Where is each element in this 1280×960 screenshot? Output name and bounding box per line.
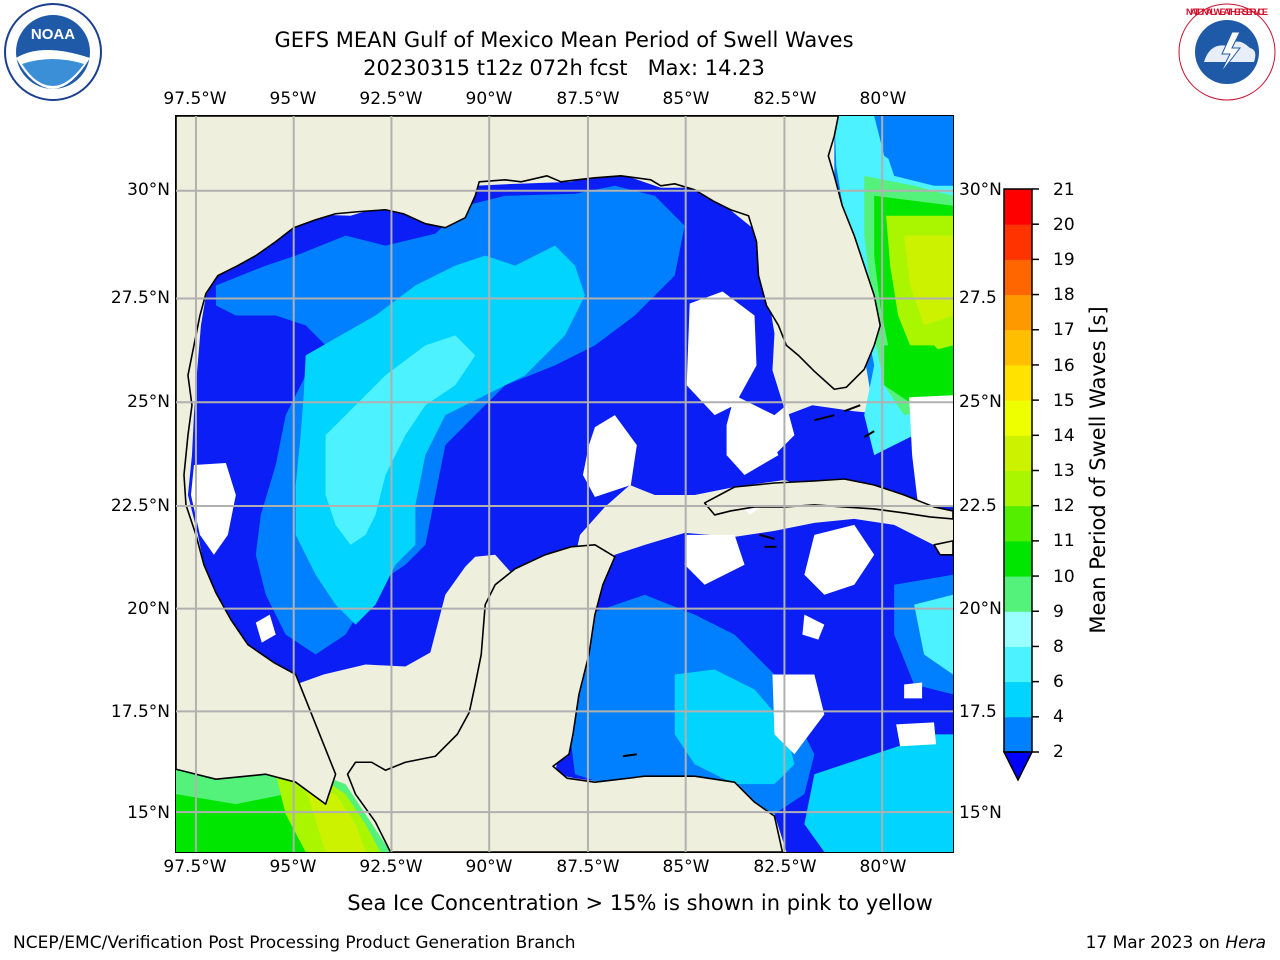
lon-tick-top: 80°W <box>859 89 907 109</box>
plot-title: GEFS MEAN Gulf of Mexico Mean Period of … <box>274 28 854 52</box>
colorbar-swatch <box>1004 189 1032 225</box>
noaa-logo-text: NOAA <box>31 26 75 43</box>
colorbar-tick: 21 <box>1053 180 1075 200</box>
lon-tick-top: 85°W <box>662 89 710 109</box>
lat-tick-right: 27.5 <box>959 288 997 308</box>
lat-tick-left: 30°N <box>127 180 170 200</box>
lon-tick-bottom: 80°W <box>859 857 907 877</box>
lon-tick-bottom: 90°W <box>465 857 513 877</box>
colorbar-tick: 10 <box>1053 567 1075 587</box>
lat-tick-left: 17.5°N <box>110 702 170 722</box>
lat-tick-right: 30°N <box>959 180 1002 200</box>
footer-machine: Hera <box>1225 933 1266 953</box>
colorbar <box>1003 188 1039 782</box>
colorbar-tick: 13 <box>1053 461 1075 481</box>
colorbar-swatch <box>1004 576 1032 612</box>
gridlines <box>176 116 953 852</box>
lat-tick-left: 25°N <box>127 392 170 412</box>
colorbar-tick: 17 <box>1053 320 1075 340</box>
lon-tick-top: 90°W <box>465 89 513 109</box>
colorbar-tick: 11 <box>1053 531 1075 551</box>
lon-tick-bottom: 97.5°W <box>163 857 227 877</box>
nws-logo-text: NATIONAL WEATHER SERVICE <box>1186 7 1268 17</box>
colorbar-swatch <box>1004 470 1032 507</box>
lat-tick-right: 20°N <box>959 599 1002 619</box>
colorbar-swatch <box>1004 505 1032 542</box>
colorbar-label: Mean Period of Swell Waves [s] <box>1086 306 1110 634</box>
colorbar-extend-arrow <box>1003 751 1034 782</box>
lon-tick-top: 97.5°W <box>163 89 227 109</box>
colorbar-tick: 14 <box>1053 426 1075 446</box>
lat-tick-right: 15°N <box>959 803 1002 823</box>
colorbar-tick: 12 <box>1053 496 1075 516</box>
colorbar-swatch <box>1004 540 1032 577</box>
plot-subtitle: 20230315 t12z 072h fcst Max: 14.23 <box>363 56 765 80</box>
lat-tick-left: 22.5°N <box>110 496 170 516</box>
colorbar-tick: 18 <box>1053 285 1075 305</box>
lat-tick-right: 25°N <box>959 392 1002 412</box>
lon-tick-top: 82.5°W <box>753 89 817 109</box>
footer-date: 17 Mar 2023 on Hera <box>1086 933 1266 953</box>
noaa-logo: NOAA <box>4 3 102 101</box>
lon-tick-bottom: 82.5°W <box>753 857 817 877</box>
colorbar-tick: 9 <box>1053 602 1064 622</box>
colorbar-tick: 2 <box>1053 742 1064 762</box>
colorbar-tick: 6 <box>1053 672 1064 692</box>
colorbar-swatch <box>1004 259 1032 296</box>
colorbar-swatch <box>1004 224 1032 260</box>
nws-logo: NATIONAL WEATHER SERVICE <box>1178 3 1276 101</box>
colorbar-swatch <box>1004 611 1032 647</box>
colorbar-tick: 16 <box>1053 356 1075 376</box>
lon-tick-bottom: 87.5°W <box>556 857 620 877</box>
colorbar-swatch <box>1004 681 1032 718</box>
colorbar-swatch <box>1004 294 1032 331</box>
lat-tick-left: 20°N <box>127 599 170 619</box>
colorbar-swatch <box>1004 364 1032 401</box>
lon-tick-bottom: 95°W <box>269 857 317 877</box>
lat-tick-left: 15°N <box>127 803 170 823</box>
colorbar-tick: 8 <box>1053 637 1064 657</box>
lon-tick-bottom: 92.5°W <box>359 857 423 877</box>
lat-tick-left: 27.5°N <box>110 288 170 308</box>
land-masses <box>176 116 953 852</box>
islands <box>622 404 875 758</box>
footer-credit: NCEP/EMC/Verification Post Processing Pr… <box>13 933 576 953</box>
sea-ice-note: Sea Ice Concentration > 15% is shown in … <box>347 891 933 915</box>
lon-tick-top: 95°W <box>269 89 317 109</box>
footer-date-text: 17 Mar 2023 on <box>1085 933 1226 953</box>
colorbar-swatch <box>1004 329 1032 366</box>
lat-tick-right: 17.5 <box>959 702 997 722</box>
lon-tick-bottom: 85°W <box>662 857 710 877</box>
map-panel <box>175 115 954 853</box>
lat-tick-right: 22.5 <box>959 496 997 516</box>
lon-tick-top: 87.5°W <box>556 89 620 109</box>
colorbar-swatch <box>1004 716 1032 753</box>
colorbar-tick: 15 <box>1053 391 1075 411</box>
colorbar-tick: 20 <box>1053 215 1075 235</box>
colorbar-tick: 19 <box>1053 250 1075 270</box>
lon-tick-top: 92.5°W <box>359 89 423 109</box>
colorbar-swatch <box>1004 400 1032 436</box>
colorbar-swatch <box>1004 646 1032 683</box>
colorbar-swatch <box>1004 435 1032 471</box>
colorbar-tick: 4 <box>1053 707 1064 727</box>
